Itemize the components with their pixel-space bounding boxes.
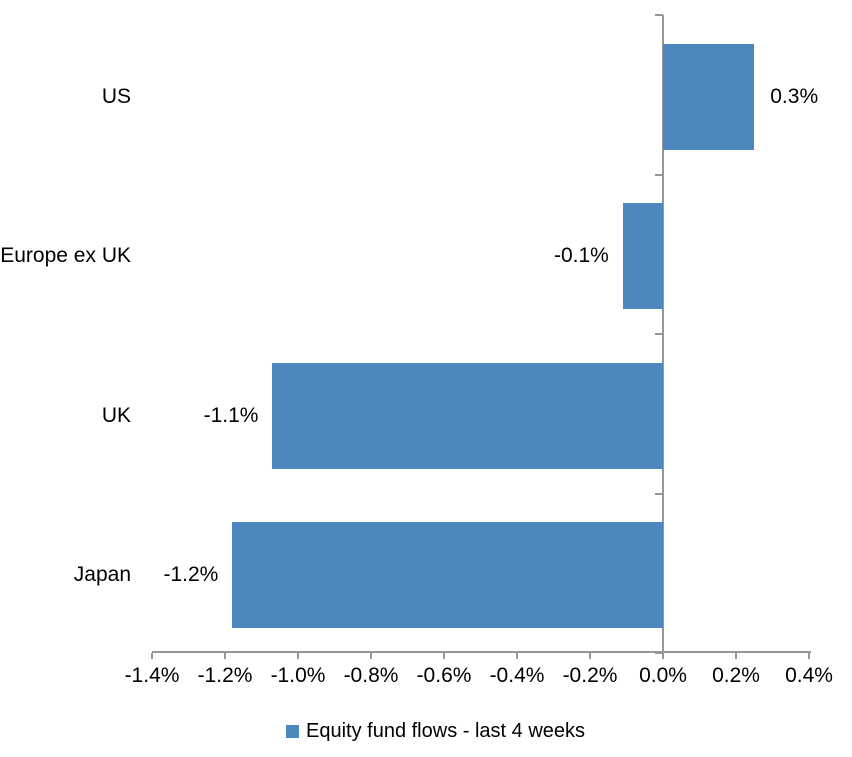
legend-marker-icon xyxy=(286,724,299,738)
y-axis-tick xyxy=(655,492,663,495)
data-label-uk: -1.1% xyxy=(203,403,259,427)
x-axis-tick xyxy=(370,653,372,659)
x-tick-label: -0.2% xyxy=(562,664,618,687)
bar-europe-ex-uk[interactable] xyxy=(622,203,663,310)
legend-label: Equity fund flows - last 4 weeks xyxy=(306,720,586,742)
x-tick-label: -0.4% xyxy=(489,664,545,687)
category-label-europe-ex-uk: Europe ex UK xyxy=(0,244,131,268)
x-axis-tick xyxy=(224,653,226,659)
data-label-japan: -1.2% xyxy=(163,563,219,587)
category-label-us: US xyxy=(101,84,131,108)
x-axis-tick xyxy=(589,653,591,659)
x-axis-tick xyxy=(662,653,664,659)
x-tick-label: -1.2% xyxy=(197,664,253,687)
bar-uk[interactable] xyxy=(272,362,663,469)
bar-japan[interactable] xyxy=(232,522,663,629)
y-axis-tick xyxy=(655,652,663,654)
chart-legend[interactable]: Equity fund flows - last 4 weeks xyxy=(286,718,585,744)
data-label-europe-ex-uk: -0.1% xyxy=(554,244,609,268)
y-axis-tick xyxy=(655,173,663,176)
x-axis-tick xyxy=(297,653,299,659)
x-axis-tick xyxy=(735,653,737,659)
x-tick-label: -0.8% xyxy=(343,664,399,687)
x-axis-tick xyxy=(443,653,445,659)
x-tick-label: 0.2% xyxy=(712,664,760,687)
x-tick-label: -1.4% xyxy=(124,664,180,687)
category-label-uk: UK xyxy=(101,403,131,427)
x-axis-tick xyxy=(151,653,153,659)
category-label-japan: Japan xyxy=(73,563,131,587)
x-axis-line xyxy=(152,651,811,653)
y-axis-tick xyxy=(655,14,663,16)
x-tick-label: 0.4% xyxy=(785,664,833,687)
bar-us[interactable] xyxy=(663,43,755,150)
x-axis-tick xyxy=(516,653,518,659)
x-tick-label: -0.6% xyxy=(416,664,472,687)
x-tick-label: -1.0% xyxy=(270,664,326,687)
y-axis-line xyxy=(662,15,664,658)
x-tick-label: 0.0% xyxy=(639,664,687,687)
data-label-us: 0.3% xyxy=(770,84,819,108)
y-axis-tick xyxy=(655,333,663,335)
x-axis-tick xyxy=(808,653,810,659)
